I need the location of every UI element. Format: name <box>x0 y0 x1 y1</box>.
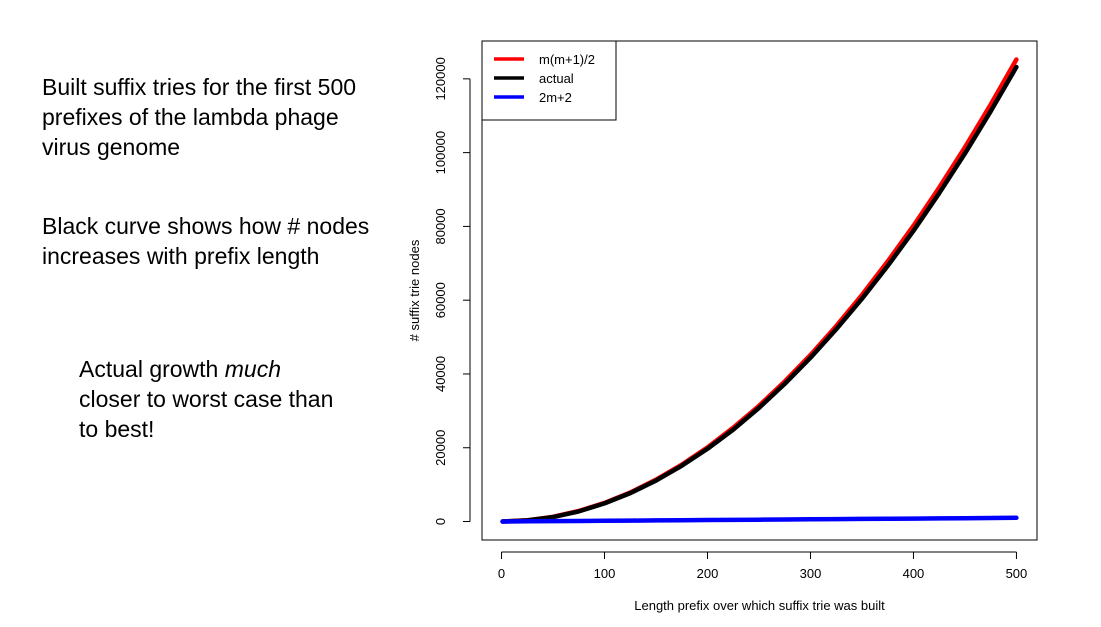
note-paragraph-2: Black curve shows how # nodes increases … <box>42 213 370 269</box>
note-emphasis: much <box>224 356 281 382</box>
x-tick-label: 400 <box>903 566 925 581</box>
legend-label: actual <box>539 71 574 86</box>
x-tick-label: 500 <box>1006 566 1028 581</box>
x-tick-label: 300 <box>800 566 822 581</box>
y-tick-label: 0 <box>433 518 448 525</box>
x-tick-label: 0 <box>498 566 505 581</box>
x-axis-title: Length prefix over which suffix trie was… <box>634 598 885 613</box>
x-tick-label: 200 <box>697 566 719 581</box>
y-tick-label: 40000 <box>433 356 448 392</box>
note-paragraph-1: Built suffix tries for the first 500 pre… <box>42 74 357 160</box>
series-line-1 <box>500 57 1019 524</box>
plot-frame <box>481 40 1038 541</box>
note-paragraph-3: Actual growth much closer to worst case … <box>79 354 339 444</box>
note-paragraph-3-end: closer to worst case than to best! <box>79 386 334 442</box>
series-line-3 <box>500 515 1019 524</box>
y-tick-label: 20000 <box>433 430 448 466</box>
legend-box <box>481 40 617 121</box>
y-tick-label: 100000 <box>433 131 448 174</box>
x-tick-label: 100 <box>594 566 616 581</box>
y-axis-title: # suffix trie nodes <box>407 239 422 341</box>
y-tick-label: 120000 <box>433 57 448 100</box>
y-tick-label: 80000 <box>433 208 448 244</box>
series-line-2 <box>500 64 1019 524</box>
legend-label: 2m+2 <box>539 90 572 105</box>
note-paragraph-3-start: Actual growth <box>79 356 225 382</box>
y-tick-label: 60000 <box>433 282 448 318</box>
legend-label: m(m+1)/2 <box>539 52 595 67</box>
